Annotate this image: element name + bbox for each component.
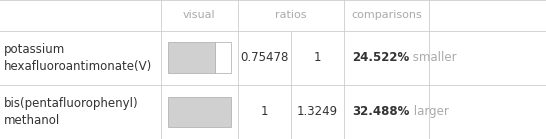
Text: comparisons: comparisons <box>351 10 422 20</box>
Text: bis(pentafluorophenyl)
methanol: bis(pentafluorophenyl) methanol <box>4 97 139 127</box>
Text: 24.522%: 24.522% <box>352 51 410 64</box>
Bar <box>168 42 216 73</box>
Text: visual: visual <box>183 10 216 20</box>
Text: smaller: smaller <box>410 51 457 64</box>
Text: 1: 1 <box>260 105 268 118</box>
Text: larger: larger <box>410 105 448 118</box>
Text: potassium
hexafluoroantimonate(V): potassium hexafluoroantimonate(V) <box>4 43 153 73</box>
Text: 1.3249: 1.3249 <box>297 105 338 118</box>
Text: 1: 1 <box>313 51 321 64</box>
Bar <box>168 97 231 127</box>
Text: 0.75478: 0.75478 <box>240 51 288 64</box>
Text: ratios: ratios <box>275 10 306 20</box>
Bar <box>216 42 231 73</box>
Text: 32.488%: 32.488% <box>352 105 410 118</box>
